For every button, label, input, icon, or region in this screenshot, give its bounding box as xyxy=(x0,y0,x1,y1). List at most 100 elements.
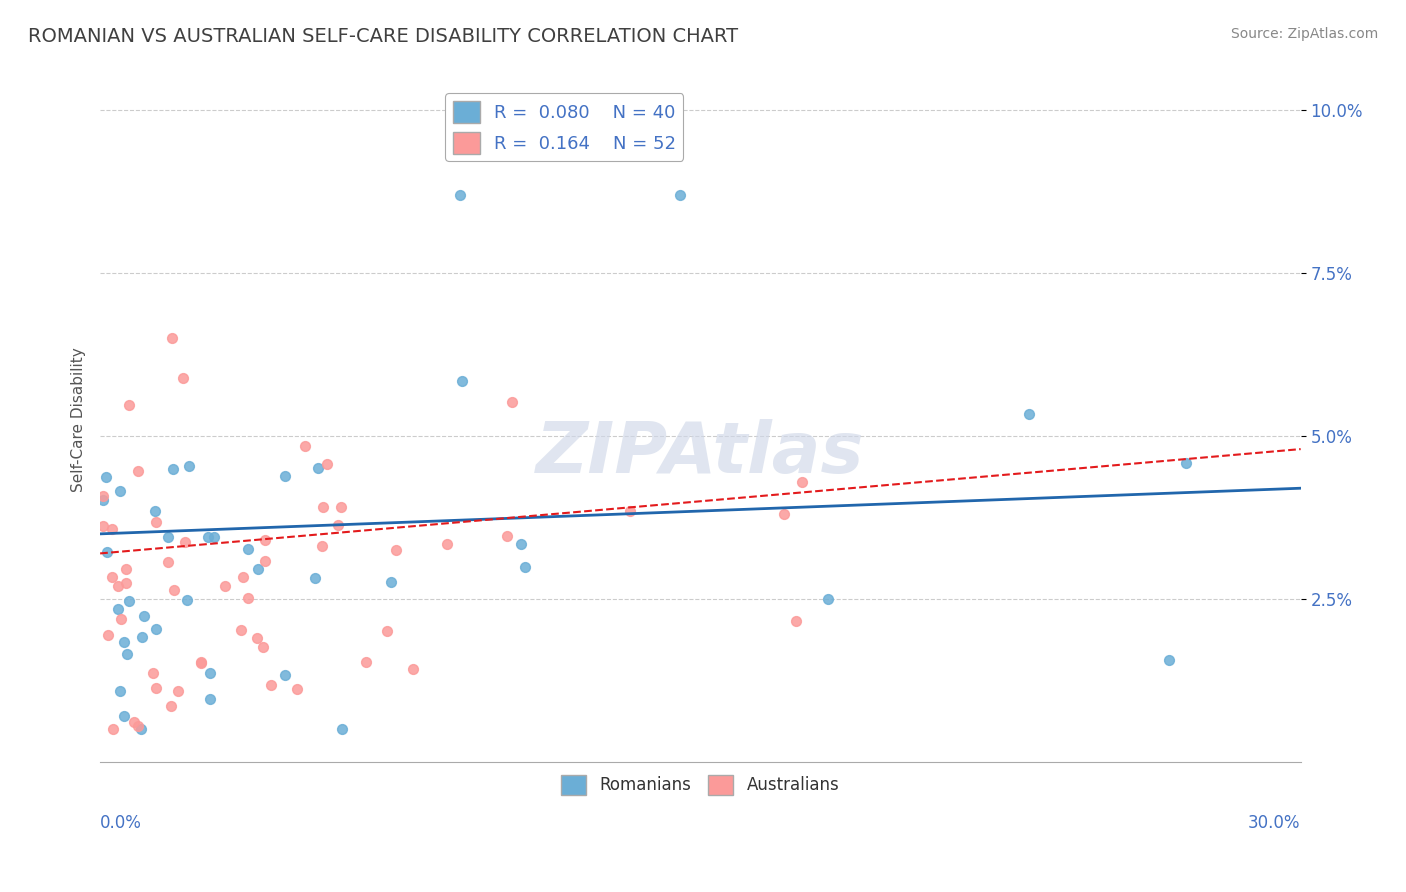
Point xyxy=(91,492,114,507)
Text: ROMANIAN VS AUSTRALIAN SELF-CARE DISABILITY CORRELATION CHART: ROMANIAN VS AUSTRALIAN SELF-CARE DISABIL… xyxy=(28,27,738,45)
Point xyxy=(304,570,326,584)
Point xyxy=(669,187,692,202)
Point xyxy=(1159,652,1181,666)
Point xyxy=(229,623,252,637)
Point xyxy=(115,562,138,576)
Point xyxy=(91,489,114,503)
Point xyxy=(131,723,153,737)
Point xyxy=(190,655,212,669)
Point xyxy=(450,374,472,388)
Point xyxy=(274,469,297,483)
Point xyxy=(157,530,180,544)
Point xyxy=(236,591,259,605)
Point xyxy=(385,543,408,558)
Point xyxy=(179,459,201,474)
Point xyxy=(110,684,132,698)
Point xyxy=(124,714,146,729)
Point xyxy=(315,458,337,472)
Point xyxy=(110,484,132,499)
Point xyxy=(817,591,839,606)
Point xyxy=(115,575,138,590)
Point xyxy=(91,519,114,533)
Point xyxy=(402,662,425,676)
Point xyxy=(100,522,122,536)
Point xyxy=(197,530,219,544)
Point xyxy=(619,504,641,518)
Point xyxy=(259,677,281,691)
Point xyxy=(354,655,377,669)
Point xyxy=(118,398,141,412)
Point xyxy=(285,682,308,697)
Point xyxy=(114,635,136,649)
Point xyxy=(127,464,149,478)
Point xyxy=(145,681,167,695)
Point xyxy=(94,469,117,483)
Point xyxy=(101,569,124,583)
Point xyxy=(145,516,167,530)
Point xyxy=(312,500,335,514)
Point xyxy=(1175,456,1198,470)
Point xyxy=(101,723,124,737)
Point xyxy=(107,602,129,616)
Point xyxy=(110,612,132,626)
Point xyxy=(202,530,225,544)
Point xyxy=(142,665,165,680)
Y-axis label: Self-Care Disability: Self-Care Disability xyxy=(72,347,86,492)
Point xyxy=(214,578,236,592)
Point xyxy=(160,699,183,714)
Point xyxy=(132,609,155,624)
Point xyxy=(143,504,166,518)
Point xyxy=(172,371,194,385)
Point xyxy=(501,395,523,409)
Point xyxy=(375,624,398,638)
Point xyxy=(232,570,254,584)
Point xyxy=(330,500,353,515)
Point xyxy=(253,554,276,568)
Point xyxy=(236,541,259,556)
Point xyxy=(97,628,120,642)
Point xyxy=(496,529,519,543)
Point xyxy=(115,647,138,661)
Point xyxy=(311,539,333,553)
Point xyxy=(785,614,807,628)
Point xyxy=(112,709,135,723)
Point xyxy=(1018,407,1040,421)
Point xyxy=(449,187,471,202)
Point xyxy=(157,555,180,569)
Point xyxy=(380,575,402,590)
Point xyxy=(118,594,141,608)
Point xyxy=(173,535,195,549)
Point xyxy=(107,579,129,593)
Point xyxy=(328,517,350,532)
Point xyxy=(254,533,277,547)
Point xyxy=(436,537,458,551)
Point xyxy=(162,462,184,476)
Point xyxy=(166,684,188,698)
Point xyxy=(127,719,149,733)
Point xyxy=(190,656,212,670)
Point xyxy=(145,623,167,637)
Point xyxy=(274,668,297,682)
Point xyxy=(513,560,536,574)
Point xyxy=(773,507,796,521)
Point xyxy=(792,475,814,489)
Point xyxy=(247,562,270,576)
Text: 30.0%: 30.0% xyxy=(1249,814,1301,832)
Point xyxy=(160,331,183,345)
Text: 0.0%: 0.0% xyxy=(100,814,142,832)
Point xyxy=(176,593,198,607)
Point xyxy=(246,632,269,646)
Legend: Romanians, Australians: Romanians, Australians xyxy=(555,768,846,802)
Point xyxy=(509,537,531,551)
Point xyxy=(198,665,221,680)
Point xyxy=(294,438,316,452)
Point xyxy=(252,640,274,654)
Point xyxy=(163,583,186,598)
Point xyxy=(330,723,353,737)
Point xyxy=(200,692,222,706)
Point xyxy=(131,630,153,644)
Point xyxy=(96,544,118,558)
Text: Source: ZipAtlas.com: Source: ZipAtlas.com xyxy=(1230,27,1378,41)
Text: ZIPAtlas: ZIPAtlas xyxy=(536,419,865,489)
Point xyxy=(307,461,329,475)
